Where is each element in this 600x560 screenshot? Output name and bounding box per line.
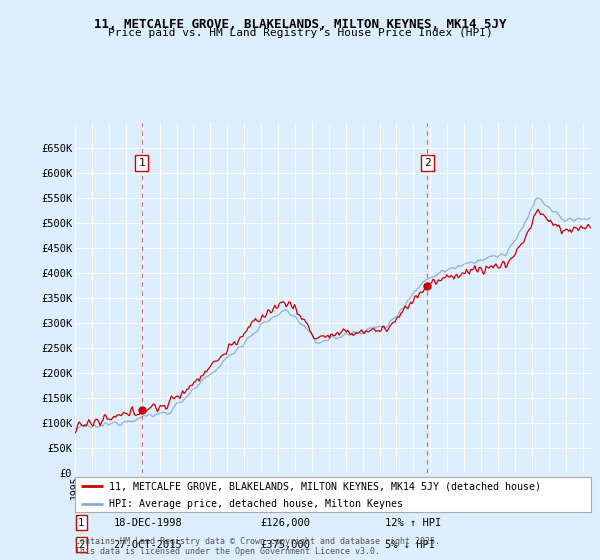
Text: 11, METCALFE GROVE, BLAKELANDS, MILTON KEYNES, MK14 5JY: 11, METCALFE GROVE, BLAKELANDS, MILTON K… — [94, 18, 506, 31]
Text: HPI: Average price, detached house, Milton Keynes: HPI: Average price, detached house, Milt… — [109, 499, 403, 509]
Text: Contains HM Land Registry data © Crown copyright and database right 2025.
This d: Contains HM Land Registry data © Crown c… — [75, 536, 440, 556]
Text: 11, METCALFE GROVE, BLAKELANDS, MILTON KEYNES, MK14 5JY (detached house): 11, METCALFE GROVE, BLAKELANDS, MILTON K… — [109, 481, 541, 491]
Text: 27-OCT-2015: 27-OCT-2015 — [114, 540, 182, 550]
Text: £375,000: £375,000 — [261, 540, 311, 550]
Text: 2: 2 — [78, 540, 85, 550]
Text: 12% ↑ HPI: 12% ↑ HPI — [385, 517, 441, 528]
Text: £126,000: £126,000 — [261, 517, 311, 528]
Text: 5% ↓ HPI: 5% ↓ HPI — [385, 540, 434, 550]
Text: 2: 2 — [424, 158, 431, 168]
Text: Price paid vs. HM Land Registry's House Price Index (HPI): Price paid vs. HM Land Registry's House … — [107, 28, 493, 38]
Text: 1: 1 — [139, 158, 145, 168]
Text: 1: 1 — [78, 517, 85, 528]
Text: 18-DEC-1998: 18-DEC-1998 — [114, 517, 182, 528]
